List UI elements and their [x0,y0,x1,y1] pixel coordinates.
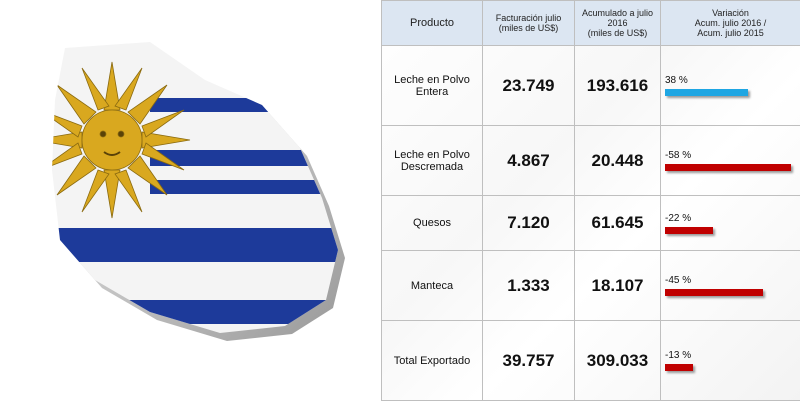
variation-bar [665,289,763,296]
variation-label: 38 % [665,75,800,86]
billing-cell: 7.120 [483,196,575,251]
uruguay-map [0,0,380,400]
header-cell: Acumulado a julio 2016 (miles de US$) [575,1,661,46]
accumulated-cell: 18.107 [575,251,661,321]
billing-cell: 23.749 [483,46,575,126]
accumulated-cell: 193.616 [575,46,661,126]
variation-cell: 38 % [661,46,800,126]
product-cell: Manteca [382,251,483,321]
billing-cell: 39.757 [483,321,575,401]
variation-bar [665,364,693,371]
billing-cell: 1.333 [483,251,575,321]
product-cell: Total Exportado [382,321,483,401]
variation-cell: -45 % [661,251,800,321]
variation-label: -45 % [665,275,800,286]
billing-cell: 4.867 [483,126,575,196]
variation-label: -58 % [665,150,800,161]
variation-cell: -13 % [661,321,800,401]
variation-bar [665,164,791,171]
variation-label: -22 % [665,213,800,224]
header-cell: Producto [382,1,483,46]
header-cell: Variación Acum. julio 2016 / Acum. julio… [661,1,800,46]
accumulated-cell: 309.033 [575,321,661,401]
product-cell: Leche en Polvo Entera [382,46,483,126]
variation-bar [665,89,748,96]
variation-cell: -58 % [661,126,800,196]
variation-label: -13 % [665,350,800,361]
variation-cell: -22 % [661,196,800,251]
product-cell: Leche en Polvo Descremada [382,126,483,196]
accumulated-cell: 61.645 [575,196,661,251]
product-cell: Quesos [382,196,483,251]
variation-bar [665,227,713,234]
accumulated-cell: 20.448 [575,126,661,196]
header-cell: Facturación julio (miles de US$) [483,1,575,46]
